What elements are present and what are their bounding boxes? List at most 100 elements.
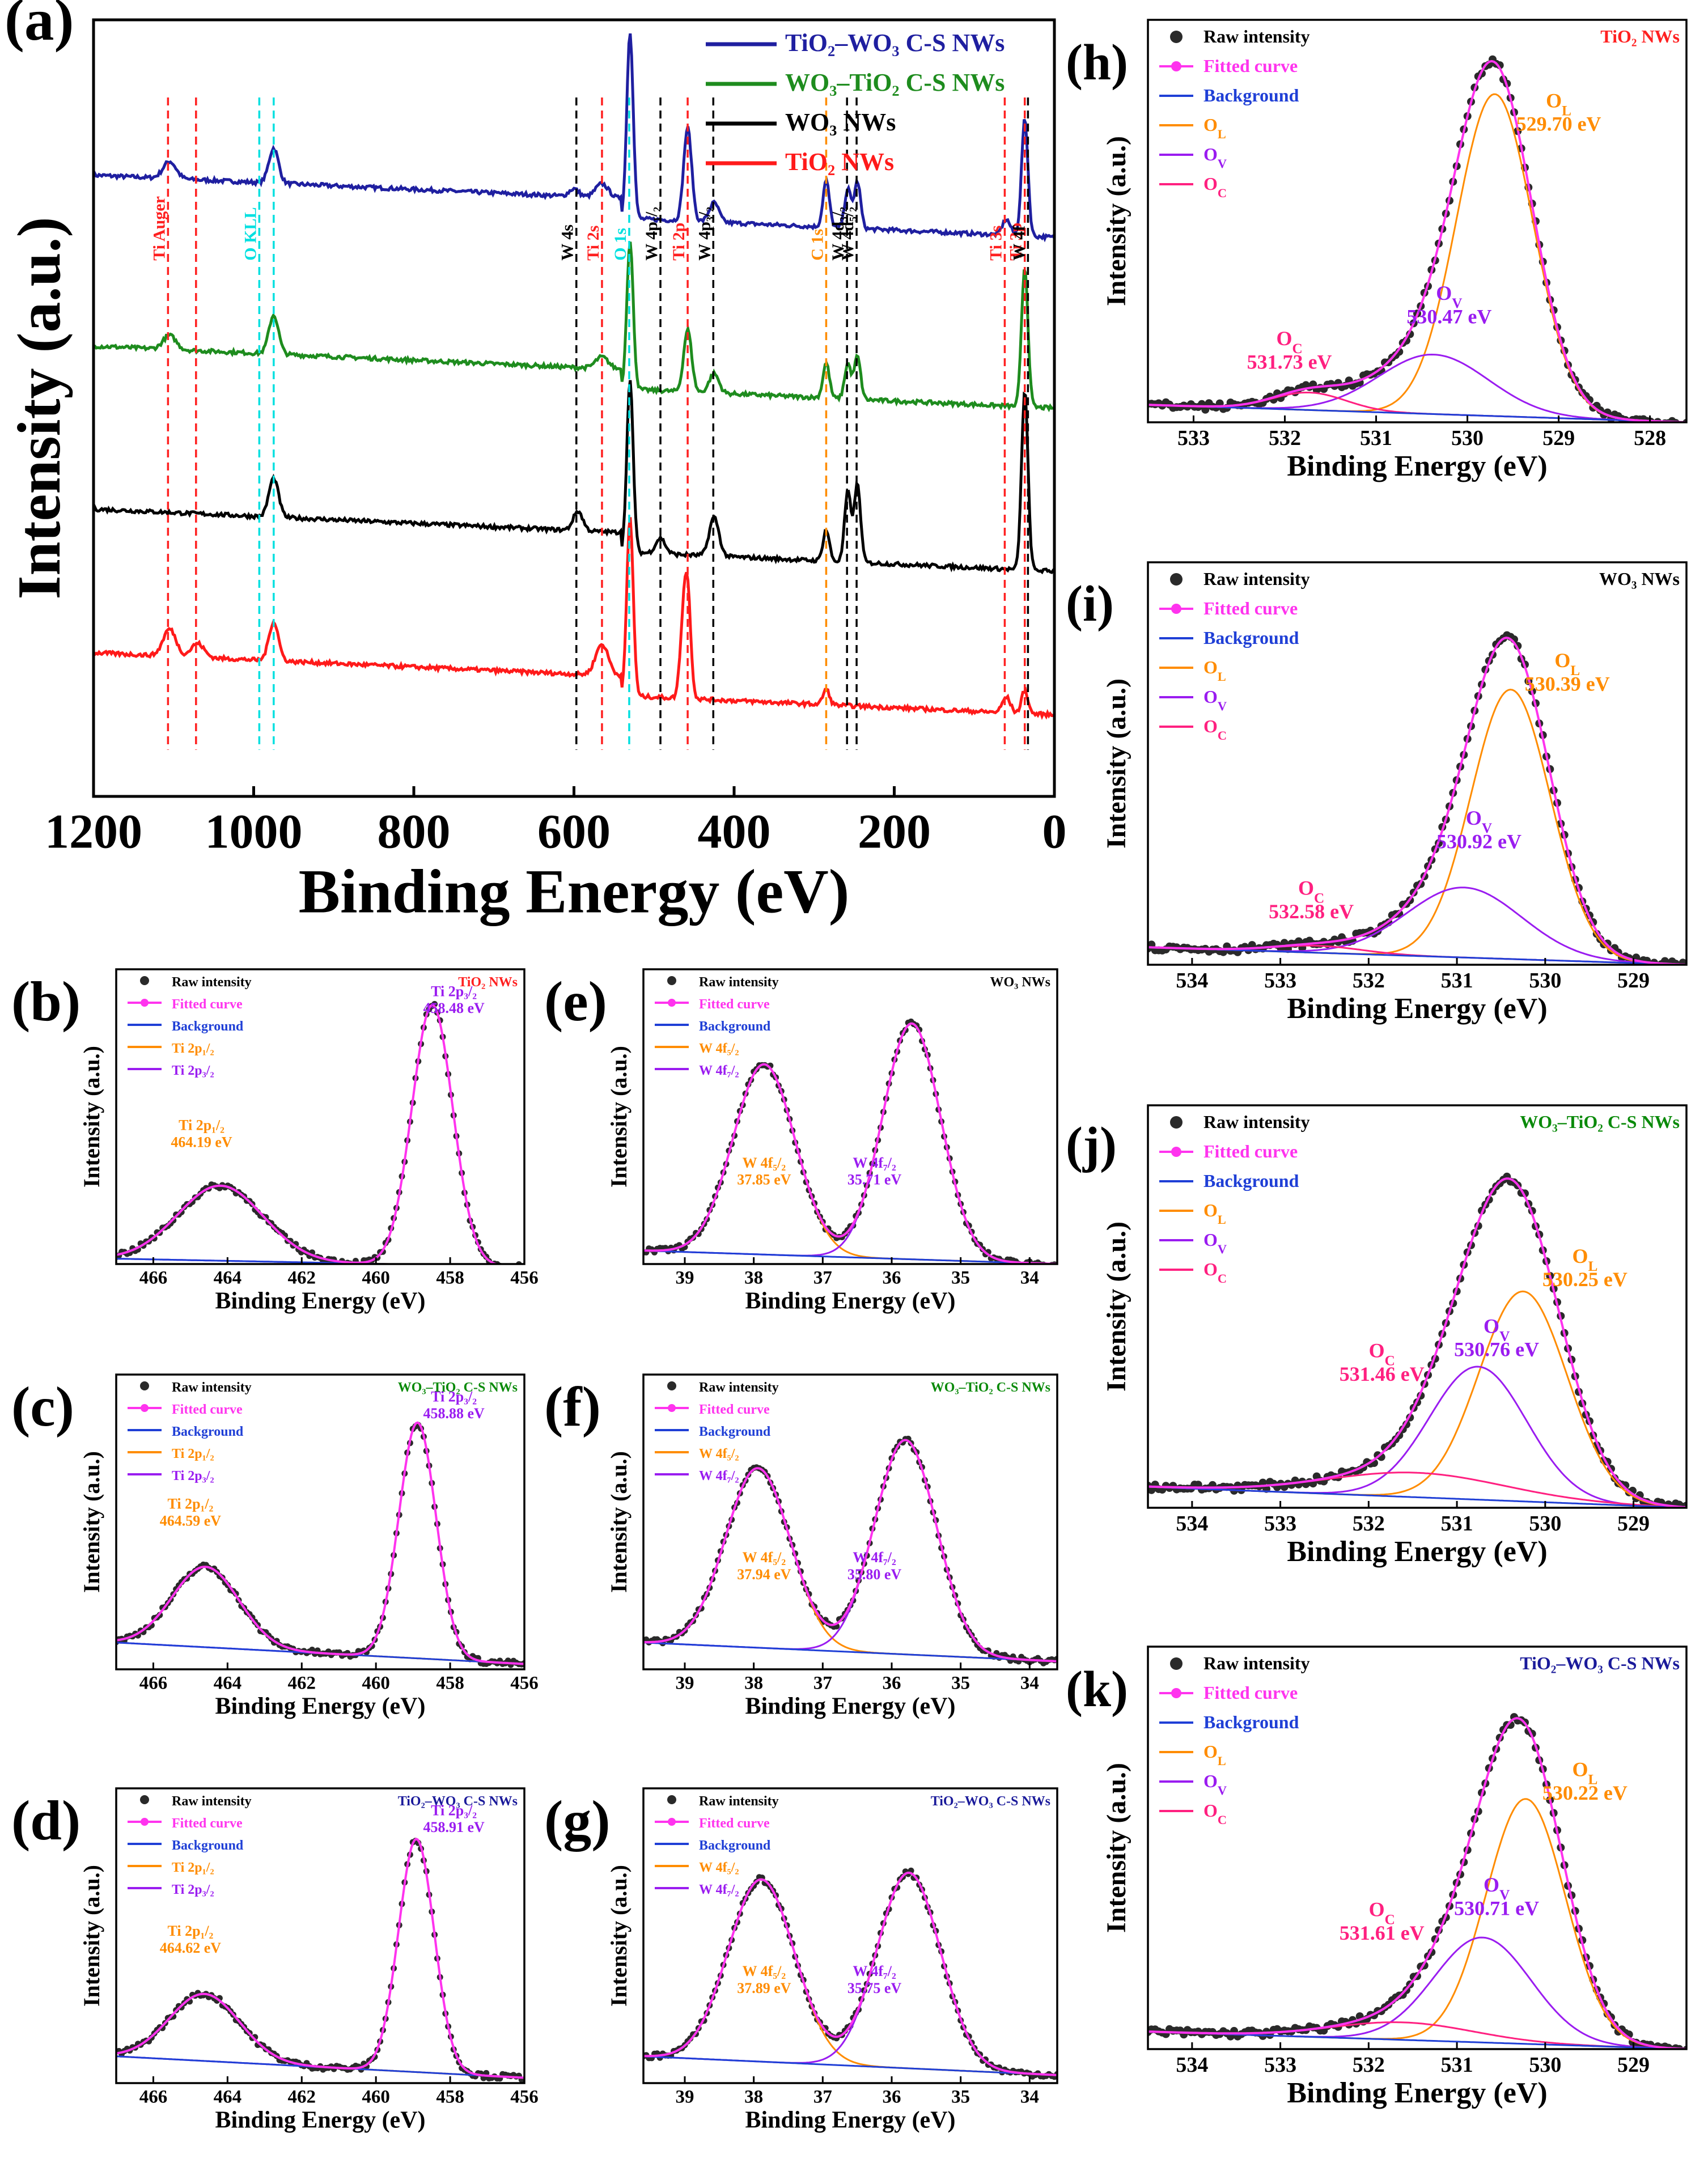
annotation-value-1: 530.92 eV (1436, 830, 1521, 853)
peak-marker-label-4: O 1s (611, 228, 630, 261)
x-tick-label: 456 (510, 2087, 539, 2107)
background-line (116, 1258, 432, 1264)
annotation-label-1: OV (1484, 1873, 1510, 1903)
legend-label-1: Fitted curve (1203, 56, 1298, 76)
x-tick-label: 200 (858, 804, 931, 858)
x-tick-label: 38 (744, 1673, 763, 1694)
legend-marker-fitted (668, 999, 676, 1007)
legend-label-1: Fitted curve (172, 997, 243, 1012)
peak-marker-label-7: W 4p₁/₂ (642, 207, 661, 261)
x-tick-label: 529 (1617, 1512, 1650, 1536)
legend-label-2: Background (172, 1019, 244, 1034)
legend-label-4: OV (1203, 686, 1227, 713)
x-tick-label: 532 (1353, 969, 1385, 993)
x-tick-label: 462 (288, 2087, 316, 2107)
x-tick-label: 462 (288, 1673, 316, 1694)
axes-frame (1147, 1104, 1688, 1509)
x-tick-label: 37 (813, 1268, 832, 1288)
legend-label-0: Raw intensity (172, 1794, 252, 1809)
sample-label: WO₃–TiO₂ C-S NWs (1520, 1112, 1680, 1132)
x-tick-label: 533 (1264, 1512, 1296, 1536)
annotation-value-2: 531.61 eV (1340, 1922, 1425, 1944)
legend-label-1: Fitted curve (172, 1402, 243, 1417)
x-tick-label: 533 (1264, 969, 1296, 993)
raw-point (1295, 937, 1303, 945)
annotation-label-1: Ti 2p₁/₂ (167, 1495, 213, 1512)
x-tick-label: 531 (1441, 2053, 1473, 2077)
legend-label-0: Raw intensity (1203, 569, 1310, 589)
peak-marker-label-14: Ti 3p (1007, 223, 1025, 261)
x-tick-label: 456 (510, 1673, 539, 1694)
x-tick-label: 35 (951, 1673, 970, 1694)
plot-area (1148, 55, 1686, 422)
x-tick-label: 532 (1353, 1512, 1385, 1536)
legend-label-1: Fitted curve (1203, 1141, 1298, 1161)
legend-label-5: OC (1203, 1800, 1227, 1827)
x-tick-label: 458 (436, 1673, 464, 1694)
x-tick-label: 534 (1176, 969, 1208, 993)
x-tick-label: 532 (1269, 426, 1301, 450)
x-tick-label: 39 (676, 1268, 694, 1288)
y-axis-label: Intensity (a.u.) (79, 1865, 104, 2007)
annotation-label-1: OV (1436, 282, 1462, 311)
plot-area (1148, 1713, 1686, 2049)
legend-label-3: OL (1203, 114, 1226, 141)
component-curve-1 (643, 1872, 1057, 2076)
x-tick-label: 458 (436, 2087, 464, 2107)
x-tick-label: 35 (951, 1268, 970, 1288)
annotation-label-1: OV (1484, 1314, 1510, 1344)
plot-area (643, 1435, 1057, 1666)
legend-label-4: W 4f₇/₂ (699, 1063, 739, 1078)
x-tick-label: 462 (288, 1268, 316, 1288)
panel-a: (a) Ti Auger O KLL O 1s W 4s Ti 2s W 4p₁/₂ Ti 2… (5, 0, 1067, 926)
x-tick-label: 34 (1020, 1268, 1039, 1288)
peak-marker-label-15: W 4f (1010, 225, 1028, 261)
annotation-value-0: 37.85 eV (737, 1172, 791, 1188)
annotation-label-0: OL (1554, 649, 1580, 678)
panel-label-c: (c) (11, 1375, 74, 1438)
x-tick-label: 529 (1617, 2053, 1650, 2077)
legend-label-4: OV (1203, 1771, 1227, 1797)
x-tick-label: 34 (1020, 2087, 1039, 2107)
panel-label-g: (g) (544, 1789, 611, 1852)
legend-label-2: Background (699, 1424, 771, 1439)
legend-label-0: Raw intensity (699, 1794, 779, 1809)
legend-label-1: Fitted curve (699, 1402, 770, 1417)
x-tick-label: 534 (1176, 1512, 1208, 1536)
x-axis-label: Binding Energy (eV) (299, 857, 850, 926)
sample-label: TiO₂–WO₃ C-S NWs (1520, 1653, 1680, 1673)
x-tick-label: 0 (1042, 804, 1067, 858)
x-tick-label: 529 (1542, 426, 1575, 450)
x-tick-label: 531 (1441, 1512, 1473, 1536)
annotation-label-0: Ti 2p₃/₂ (431, 1388, 477, 1405)
peak-marker-label-12: W 4d₅/₂ (838, 207, 857, 261)
peak-marker-label-0: Ti Auger (150, 196, 168, 261)
peak-marker-label-13: Ti 3s (986, 226, 1005, 261)
legend-label-2: Background (699, 1019, 771, 1034)
x-tick-label: 39 (676, 2087, 694, 2107)
legend-label-4: OV (1203, 144, 1227, 171)
annotation-value-0: 530.22 eV (1542, 1782, 1628, 1804)
component-curve-0 (1148, 93, 1686, 422)
x-tick-label: 466 (139, 2087, 168, 2107)
sample-label: TiO₂ NWs (1600, 26, 1680, 46)
annotation-value-1: 464.59 eV (160, 1512, 222, 1529)
legend-label-0: Raw intensity (1203, 26, 1310, 46)
plot-area (1148, 631, 1686, 965)
fitted-curve (643, 1439, 1057, 1663)
x-tick-label: 460 (362, 1268, 390, 1288)
legend-label-1: Fitted curve (699, 997, 770, 1012)
annotation-value-1: 530.71 eV (1454, 1897, 1539, 1920)
sample-label: WO₃ NWs (990, 975, 1050, 990)
x-tick-label: 532 (1353, 2053, 1385, 2077)
y-axis-label: Intensity (a.u.) (1101, 1763, 1131, 1933)
legend-label-0: Raw intensity (1203, 1653, 1310, 1673)
x-axis-label: Binding Energy (eV) (215, 1693, 425, 1719)
annotation-value-1: 464.19 eV (171, 1134, 232, 1151)
sample-label: TiO₂–WO₃ C-S NWs (398, 1794, 518, 1809)
background-line (643, 1642, 1057, 1663)
background-line (1148, 404, 1686, 422)
legend-marker-fitted (141, 999, 149, 1007)
